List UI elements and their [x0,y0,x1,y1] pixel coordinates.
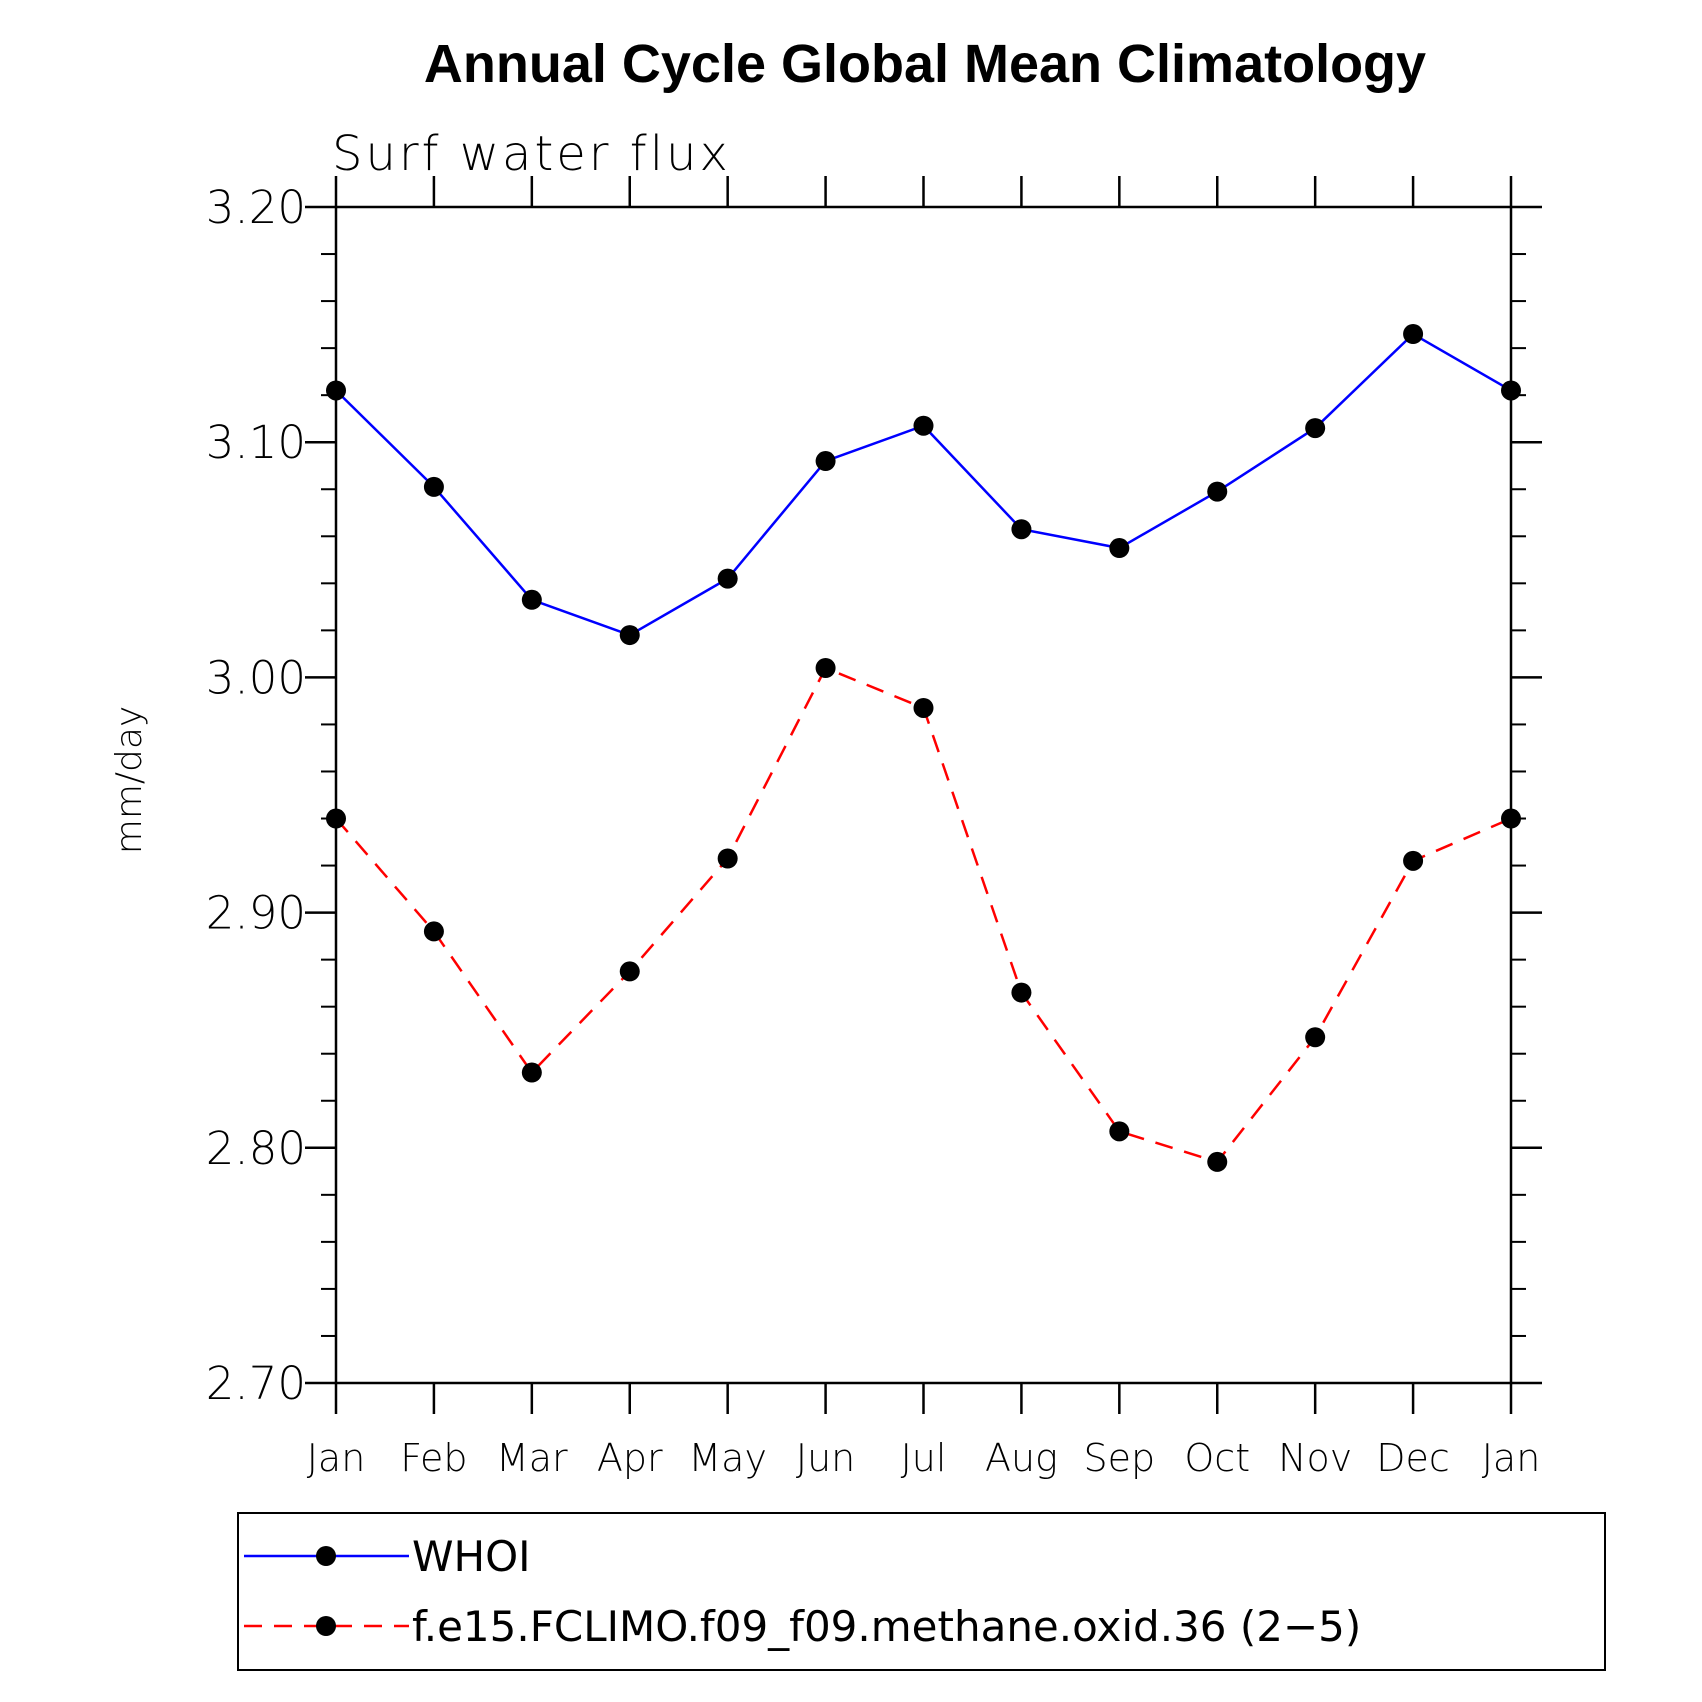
series-1-point [1501,808,1521,829]
series-1-point [1403,850,1424,871]
series-0-point [913,415,934,436]
y-tick-label: 3.20 [206,181,306,234]
chart-subtitle: Surf water flux [332,126,731,182]
x-tick-label: Jan [1482,1436,1541,1480]
series-1-point [1011,982,1032,1003]
chart-title: Annual Cycle Global Mean Climatology [424,34,1426,94]
plot-frame [334,205,1513,1385]
series-0-point [1109,538,1130,559]
series-1-point [717,848,738,869]
series-0-point [1305,418,1326,439]
x-tick-label: Jan [307,1436,366,1480]
y-tick-label: 3.00 [206,651,306,704]
series-1-point [619,961,640,982]
y-tick-label: 2.80 [206,1122,306,1175]
y-tick-label: 3.10 [206,416,306,469]
legend-label-whoi: WHOI [412,1532,531,1581]
series-line-0 [335,332,1512,637]
series-0-point [1207,481,1228,502]
series-0-point [815,451,836,472]
x-tick-label: Mar [496,1436,568,1480]
series-0-point [1403,324,1424,345]
series-1-point [521,1062,542,1083]
series-0-point [1501,380,1521,401]
legend-marker-whoi [316,1546,336,1566]
x-tick-label: May [688,1436,767,1480]
series-1-point [815,657,836,678]
axes: Jan Feb Mar Apr May Jun Jul Aug Sep Oct Nov Dec Jan2… [206,176,1542,1480]
x-tick-label: Feb [400,1436,467,1480]
series-1-point [1109,1121,1130,1142]
legend-label-model: f.e15.FCLIMO.f09_f09.methane.oxid.36 (2−… [412,1602,1361,1651]
series-1-point [1207,1151,1228,1172]
series-1-point [1305,1027,1326,1048]
x-tick-label: Jun [796,1436,855,1480]
x-tick-label: Dec [1376,1436,1450,1480]
series-0-point [717,568,738,589]
x-tick-label: Aug [985,1436,1058,1480]
series-1-point [423,921,444,942]
y-axis-label: mm/day [109,706,150,854]
series-0-point [1011,519,1032,540]
x-tick-label: Jul [901,1436,947,1480]
series-line-1 [335,666,1512,1164]
series-0-point [521,589,542,610]
series-1-point [326,808,346,829]
legend: WHOI f.e15.FCLIMO.f09_f09.methane.oxid.3… [237,1512,1606,1671]
x-tick-label: Oct [1184,1436,1250,1480]
series-layer [326,324,1521,1172]
y-tick-label: 2.90 [206,887,306,940]
series-1-point [913,697,934,718]
x-tick-label: Apr [597,1436,663,1480]
legend-marker-model [316,1616,336,1636]
x-tick-label: Sep [1084,1436,1156,1480]
legend-box [237,1512,1606,1671]
x-tick-label: Nov [1278,1436,1352,1480]
y-tick-label: 2.70 [206,1357,306,1410]
series-0-point [423,476,444,497]
series-0-point [326,380,346,401]
series-0-point [619,625,640,646]
